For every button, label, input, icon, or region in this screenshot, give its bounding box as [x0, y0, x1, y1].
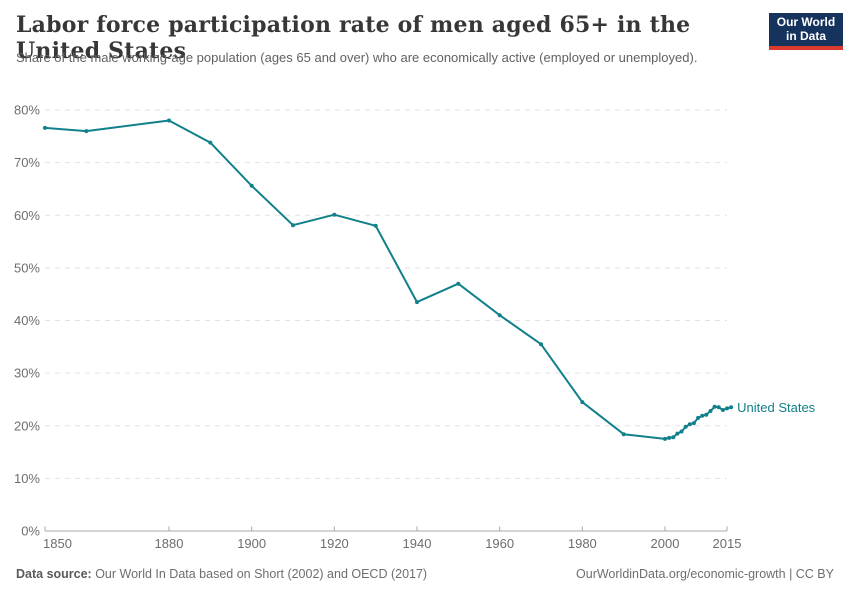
page-title: Labor force participation rate of men ag…: [16, 12, 691, 64]
footer-link[interactable]: OurWorldinData.org/economic-growth | CC …: [576, 567, 834, 581]
data-point: [84, 129, 89, 134]
x-tick-label: 1850: [43, 536, 72, 551]
data-point: [332, 212, 337, 217]
owid-logo-line2: in Data: [785, 28, 826, 43]
y-tick-label: 70%: [14, 155, 40, 170]
data-point: [539, 342, 543, 347]
data-point: [687, 422, 692, 427]
data-point: [679, 429, 684, 434]
x-tick-label: 2015: [713, 536, 742, 551]
data-point: [720, 408, 725, 412]
x-tick-label: 1880: [155, 536, 184, 551]
data-point: [712, 404, 717, 409]
y-tick-label: 50%: [14, 260, 40, 275]
y-tick-label: 60%: [14, 208, 40, 223]
chart-subtitle: Share of the male working-age population…: [16, 50, 698, 65]
y-tick-label: 40%: [14, 313, 40, 328]
series-label-united-states[interactable]: United States: [737, 400, 816, 415]
y-tick-label: 20%: [14, 418, 40, 433]
data-point: [667, 435, 672, 440]
data-source-label: Data source:: [16, 567, 92, 581]
data-point: [621, 432, 626, 437]
owid-logo[interactable]: Our World in Data: [769, 13, 843, 50]
data-source-note: Data source: Our World In Data based on …: [16, 567, 427, 581]
data-point: [704, 412, 709, 417]
data-point: [700, 413, 705, 418]
data-point: [708, 409, 713, 413]
data-point: [716, 405, 721, 410]
data-point: [456, 281, 461, 286]
owid-logo-line1: Our World: [776, 14, 836, 29]
data-point: [249, 183, 254, 188]
data-point: [725, 406, 729, 411]
data-point: [497, 313, 502, 318]
y-tick-label: 0%: [21, 524, 40, 539]
data-point: [683, 424, 688, 429]
data-point: [291, 223, 295, 228]
data-point: [675, 431, 680, 436]
data-point: [580, 400, 585, 405]
y-tick-label: 30%: [14, 366, 40, 381]
y-tick-label: 80%: [14, 103, 40, 118]
data-point: [415, 300, 419, 305]
y-tick-label: 10%: [14, 471, 40, 486]
data-point: [167, 118, 171, 123]
x-tick-label: 1960: [485, 536, 514, 551]
data-point: [43, 125, 47, 130]
x-tick-label: 1980: [568, 536, 597, 551]
data-source-text: Our World In Data based on Short (2002) …: [91, 567, 428, 581]
x-tick-label: 1900: [237, 536, 266, 551]
data-point: [663, 436, 667, 441]
data-point: [691, 421, 696, 426]
series-line-united-states[interactable]: [44, 119, 732, 440]
data-point: [373, 223, 378, 228]
x-tick-label: 1920: [320, 536, 349, 551]
data-point: [208, 140, 213, 145]
data-point: [696, 415, 701, 420]
data-point: [729, 405, 734, 410]
x-tick-label: 2000: [651, 536, 680, 551]
x-tick-label: 1940: [403, 536, 432, 551]
data-point: [671, 435, 676, 440]
